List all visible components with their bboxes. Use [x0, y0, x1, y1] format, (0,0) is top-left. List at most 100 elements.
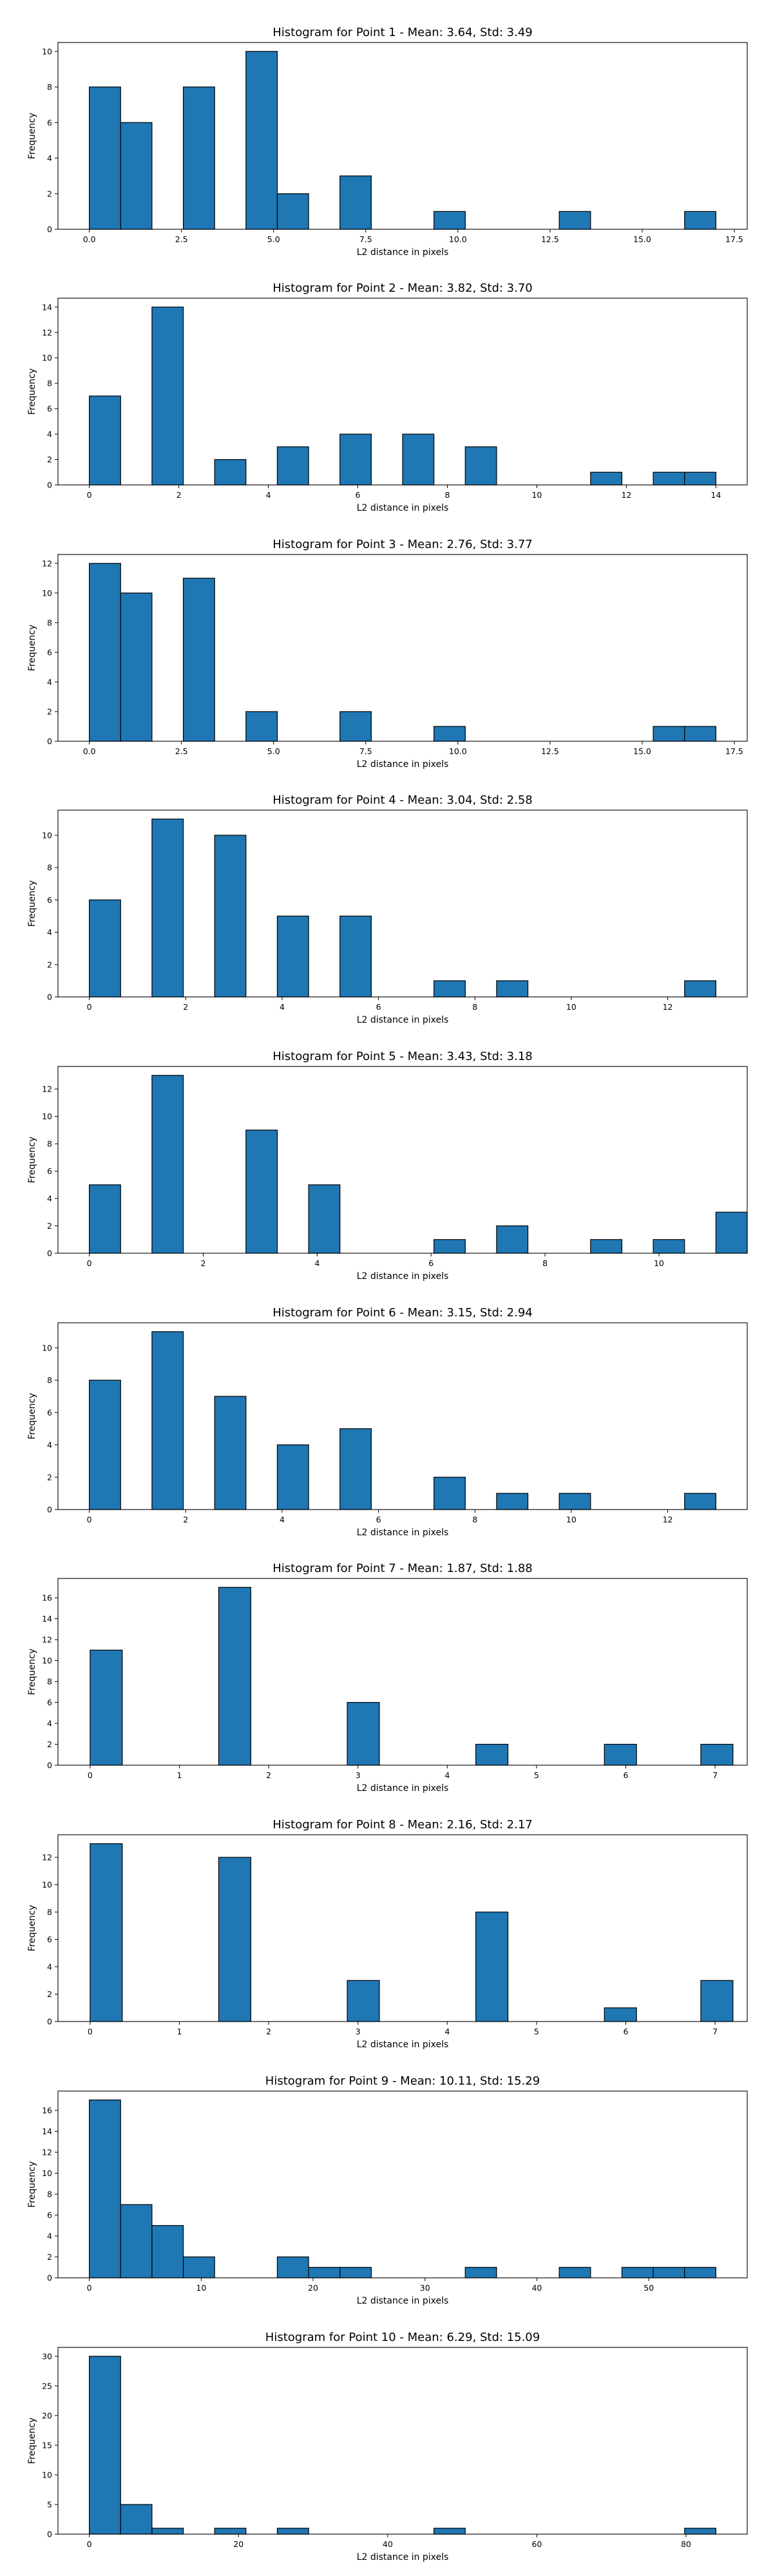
histogram-bar	[496, 980, 529, 998]
x-axis-label: L2 distance in pixels	[357, 247, 449, 258]
histogram-bar	[684, 1493, 716, 1510]
histogram-bar	[276, 915, 309, 998]
y-tick-label: 2	[47, 2252, 52, 2262]
y-axis-label: Frequency	[27, 1905, 37, 1951]
histogram-panel-6: Histogram for Point 6 - Mean: 3.15, Std:…	[27, 1306, 748, 1538]
y-axis-label: Frequency	[27, 1137, 37, 1183]
histogram-bar	[558, 2267, 591, 2278]
x-tick-label: 0	[87, 2283, 92, 2293]
y-tick-label: 10	[42, 2168, 52, 2178]
x-tick-label: 5	[534, 2027, 539, 2036]
y-tick-label: 12	[42, 1084, 52, 1094]
x-tick-label: 50	[644, 2283, 654, 2293]
histogram-bar	[475, 1743, 509, 1766]
y-tick-label: 4	[47, 430, 52, 439]
histogram-bar	[339, 915, 372, 998]
histogram-bar	[653, 726, 685, 742]
axes-frame	[57, 554, 748, 742]
x-tick-label: 2	[266, 2027, 271, 2036]
y-axis-label: Frequency	[27, 880, 37, 927]
y-tick-label: 6	[47, 895, 52, 905]
x-tick-label: 6	[376, 1515, 381, 1524]
axes-frame	[57, 42, 748, 230]
histogram-bar	[276, 2528, 309, 2535]
y-tick-label: 6	[47, 1166, 52, 1176]
histogram-bar	[218, 1857, 251, 2022]
x-tick-label: 15.0	[633, 746, 651, 756]
y-tick-label: 4	[47, 1719, 52, 1728]
histogram-bar	[245, 711, 278, 742]
histogram-bar	[715, 1211, 748, 1254]
x-tick-label: 14	[711, 490, 721, 500]
histogram-bar	[434, 980, 466, 998]
y-tick-label: 10	[42, 588, 52, 598]
y-tick-label: 0	[47, 992, 52, 1002]
histogram-bar	[402, 433, 435, 486]
y-tick-label: 6	[47, 1935, 52, 1944]
histogram-bar	[604, 2007, 637, 2022]
x-axis-label: L2 distance in pixels	[357, 1015, 449, 1025]
x-tick-label: 1	[177, 1770, 182, 1780]
x-tick-label: 0	[88, 2027, 93, 2036]
x-tick-label: 2	[177, 490, 182, 500]
histogram-bar	[120, 592, 153, 742]
histogram-bar	[558, 211, 591, 230]
histogram-bar	[496, 1225, 529, 1254]
x-tick-label: 7	[712, 2027, 718, 2036]
y-axis-label: Frequency	[27, 368, 37, 415]
histogram-bar	[684, 2267, 716, 2278]
histogram-bar	[218, 1587, 251, 1766]
y-tick-label: 12	[42, 1635, 52, 1645]
histogram-panel-2: Histogram for Point 2 - Mean: 3.82, Std:…	[27, 281, 748, 513]
y-tick-label: 4	[47, 927, 52, 937]
histogram-bar	[245, 1130, 278, 1254]
histogram-bar	[684, 980, 716, 998]
y-axis-label: Frequency	[27, 2161, 37, 2208]
histogram-bar	[590, 1239, 623, 1254]
axes-frame	[57, 2347, 748, 2535]
axes-frame	[57, 1322, 748, 1510]
histogram-bar	[151, 2225, 184, 2278]
histogram-bar	[684, 726, 716, 742]
y-axis-label: Frequency	[27, 625, 37, 671]
x-tick-label: 8	[472, 1002, 477, 1012]
chart-title: Histogram for Point 8 - Mean: 2.16, Std:…	[272, 1818, 533, 1832]
x-tick-label: 5	[534, 1770, 539, 1780]
x-tick-label: 6	[376, 1002, 381, 1012]
x-tick-label: 40	[383, 2539, 393, 2549]
x-tick-label: 20	[233, 2539, 243, 2549]
x-tick-label: 2	[183, 1002, 188, 1012]
x-tick-label: 30	[420, 2283, 430, 2293]
y-axis-label: Frequency	[27, 1649, 37, 1695]
histogram-panel-7: Histogram for Point 7 - Mean: 1.87, Std:…	[27, 1562, 748, 1794]
histogram-bar	[308, 1184, 341, 1254]
y-tick-label: 14	[42, 302, 52, 312]
x-tick-label: 10.0	[449, 234, 467, 244]
y-tick-label: 6	[47, 647, 52, 657]
x-tick-label: 5.0	[267, 746, 280, 756]
histogram-bar	[182, 86, 215, 230]
histogram-bar	[120, 122, 153, 230]
x-tick-label: 5.0	[267, 234, 280, 244]
y-tick-label: 2	[47, 189, 52, 198]
histogram-bar	[151, 1075, 184, 1254]
y-tick-label: 5	[47, 2499, 52, 2509]
axes-frame	[57, 810, 748, 998]
y-tick-label: 0	[47, 2530, 52, 2539]
y-tick-label: 0	[47, 225, 52, 234]
histogram-bar	[684, 211, 716, 230]
histogram-bar	[653, 2267, 685, 2278]
histogram-bar	[621, 2267, 654, 2278]
y-tick-label: 8	[47, 1139, 52, 1149]
x-tick-label: 15.0	[633, 234, 651, 244]
x-tick-label: 10	[531, 490, 542, 500]
y-tick-label: 6	[47, 2210, 52, 2220]
histogram-bar	[464, 446, 497, 486]
y-axis-label: Frequency	[27, 113, 37, 159]
y-tick-label: 2	[47, 1989, 52, 1999]
chart-title: Histogram for Point 5 - Mean: 3.43, Std:…	[272, 1050, 533, 1063]
histogram-panel-10: Histogram for Point 10 - Mean: 6.29, Std…	[27, 2331, 748, 2562]
histogram-bar	[590, 471, 623, 486]
y-tick-label: 12	[42, 1853, 52, 1862]
